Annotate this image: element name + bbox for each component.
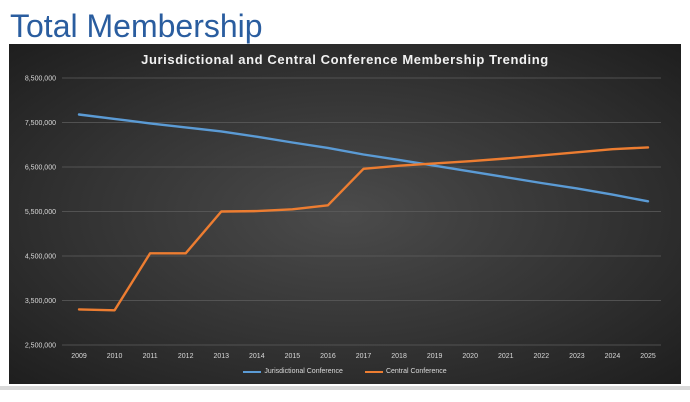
x-tick-label: 2025 [640, 353, 656, 360]
legend-swatch-jurisdictional [243, 370, 262, 373]
chart-plot-area: 2,500,000 3,500,000 4,500,000 5,500,000 6,50… [25, 76, 661, 360]
x-tick-label: 2023 [569, 353, 585, 360]
chart-title: Jurisdictional and Central Conference Me… [141, 52, 549, 67]
x-tick-label: 2022 [534, 353, 550, 360]
legend-item-jurisdictional: Jurisdictional Conference [243, 368, 343, 375]
x-tick-label: 2021 [498, 353, 514, 360]
x-tick-label: 2015 [285, 353, 301, 360]
x-tick-label: 2014 [249, 353, 265, 360]
y-tick-label: 4,500,000 [25, 254, 56, 261]
legend-label-jurisdictional: Jurisdictional Conference [264, 368, 343, 375]
x-tick-label: 2010 [107, 353, 123, 360]
x-tick-label: 2016 [320, 353, 336, 360]
series-line-central [77, 146, 650, 312]
x-tick-label: 2012 [178, 353, 194, 360]
y-tick-label: 2,500,000 [25, 343, 56, 350]
x-tick-label: 2009 [71, 353, 87, 360]
series-line-jurisdictional [77, 113, 650, 203]
x-tick-label: 2017 [356, 353, 372, 360]
y-tick-label: 7,500,000 [25, 120, 56, 127]
x-tick-label: 2018 [391, 353, 407, 360]
y-tick-label: 5,500,000 [25, 209, 56, 216]
x-tick-label: 2019 [427, 353, 443, 360]
footer-divider [0, 386, 690, 390]
x-tick-label: 2013 [213, 353, 229, 360]
slide-title: Total Membership [10, 8, 263, 44]
chart-panel: Jurisdictional and Central Conference Me… [9, 44, 681, 384]
legend-swatch-central [364, 370, 383, 373]
legend-label-central: Central Conference [385, 368, 447, 375]
chart-legend: Jurisdictional Conference Central Confer… [9, 368, 681, 375]
x-tick-label: 2011 [143, 353, 158, 360]
legend-item-central: Central Conference [364, 368, 447, 375]
y-tick-label: 6,500,000 [25, 165, 56, 172]
y-tick-label: 3,500,000 [25, 298, 56, 305]
y-tick-label: 8,500,000 [25, 76, 56, 83]
x-tick-label: 2024 [605, 353, 621, 360]
x-tick-label: 2020 [462, 353, 478, 360]
